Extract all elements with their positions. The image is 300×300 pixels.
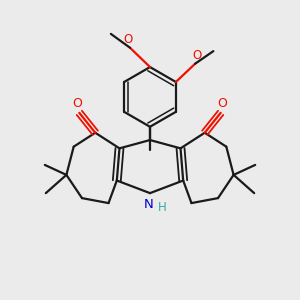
Text: H: H [158, 201, 167, 214]
Text: O: O [124, 33, 133, 46]
Text: O: O [73, 97, 82, 110]
Text: O: O [218, 97, 227, 110]
Text: O: O [192, 49, 201, 62]
Text: N: N [143, 198, 153, 211]
